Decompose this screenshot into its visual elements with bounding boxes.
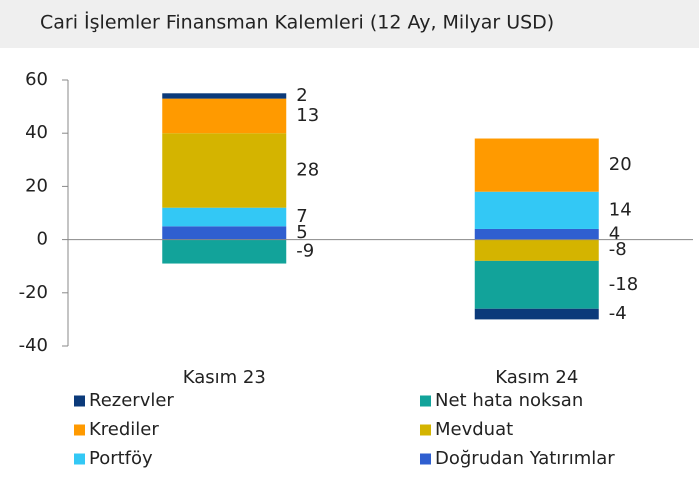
legend-swatch	[74, 395, 85, 407]
legend-swatch	[74, 453, 85, 465]
legend-swatch	[420, 424, 431, 436]
bar-segment	[474, 228, 599, 240]
bar-segment	[162, 93, 287, 99]
value-label: -4	[609, 303, 627, 324]
bar-segment	[162, 226, 287, 240]
y-tick-label: 40	[25, 122, 48, 143]
legend-label: Net hata noksan	[435, 390, 583, 411]
bar-segment	[474, 191, 599, 229]
legend-label: Krediler	[89, 419, 159, 440]
y-tick-label: 60	[25, 69, 48, 90]
bar-segment	[162, 239, 287, 264]
legend-swatch	[420, 453, 431, 465]
value-label: 7	[296, 206, 307, 227]
legend-label: Rezervler	[89, 390, 174, 411]
value-label: -9	[296, 241, 314, 262]
value-label: 28	[296, 159, 319, 180]
legend-label: Doğrudan Yatırımlar	[435, 448, 615, 469]
bar-segment	[162, 133, 287, 208]
y-tick-label: 20	[25, 175, 48, 196]
value-label: 2	[296, 85, 307, 106]
y-tick-label: -40	[19, 335, 48, 356]
value-label: 5	[296, 222, 307, 243]
value-label: 4	[609, 223, 620, 244]
title-band	[0, 0, 699, 48]
legend-swatch	[74, 424, 85, 436]
legend-label: Mevduat	[435, 419, 513, 440]
value-label: -8	[609, 239, 627, 260]
value-label: 20	[609, 154, 632, 175]
chart-title: Cari İşlemler Finansman Kalemleri (12 Ay…	[40, 11, 554, 34]
legend-swatch	[420, 395, 431, 407]
value-label: 13	[296, 105, 319, 126]
y-tick-label: -20	[19, 282, 48, 303]
x-tick-label: Kasım 23	[183, 367, 266, 388]
bar-segment	[162, 98, 287, 134]
x-tick-label: Kasım 24	[495, 367, 578, 388]
y-tick-label: 0	[37, 229, 48, 250]
bar-segment	[474, 308, 599, 320]
bar-segment	[474, 138, 599, 192]
value-label: 14	[609, 199, 632, 220]
bar-segment	[474, 260, 599, 309]
bar-segment	[474, 239, 599, 261]
value-label: -18	[609, 274, 638, 295]
legend-label: Portföy	[89, 448, 153, 469]
bar-segment	[162, 207, 287, 227]
